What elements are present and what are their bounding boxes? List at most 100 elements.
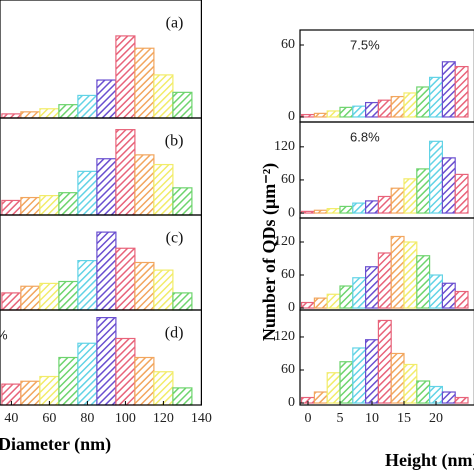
bar [352, 277, 367, 309]
bar [153, 269, 174, 311]
bar [377, 252, 392, 309]
bar [454, 396, 469, 404]
bar [96, 317, 117, 406]
bar [313, 112, 328, 118]
y-tick-label: 60 [281, 362, 295, 377]
bar [429, 385, 444, 404]
bar [172, 292, 193, 311]
bar [326, 208, 341, 214]
bar [301, 301, 316, 309]
bar [153, 163, 174, 216]
bar [390, 352, 405, 404]
bar [326, 293, 341, 309]
panel-label: (c) [166, 230, 184, 247]
bar [115, 337, 136, 406]
bar [172, 91, 193, 119]
bar [134, 47, 155, 119]
bar [377, 99, 392, 118]
bar [96, 79, 117, 119]
x-tick-label: 0 [305, 411, 312, 426]
bar [403, 178, 418, 214]
bar [454, 290, 469, 309]
y-axis-label: Number of QDs (μm⁻²) [259, 163, 280, 341]
x-tick-label: 10 [365, 411, 379, 426]
bar [77, 170, 98, 216]
annotation: 6.8% [350, 129, 380, 144]
y-tick-label: 60 [281, 37, 295, 52]
bar [313, 297, 328, 309]
bar [153, 371, 174, 406]
y-tick-label: 60 [281, 172, 295, 187]
bar [365, 339, 380, 404]
bar [77, 260, 98, 311]
y-tick-label: 120 [274, 234, 295, 249]
bar [326, 110, 341, 118]
bar [58, 280, 79, 311]
bar [441, 61, 456, 118]
bar [339, 361, 354, 404]
bar [96, 158, 117, 216]
bar [39, 282, 60, 311]
bar [365, 200, 380, 214]
bar [454, 65, 469, 118]
bar [115, 129, 136, 216]
x-tick-label: 5 [337, 411, 344, 426]
bar [416, 255, 431, 309]
y-tick-label: 120 [274, 329, 295, 344]
bar [134, 261, 155, 311]
y-tick-label: 0 [288, 109, 295, 124]
y-tick-label: 120 [274, 139, 295, 154]
bar [39, 375, 60, 406]
annotation: % [0, 327, 8, 342]
bar [1, 113, 22, 119]
bar [416, 86, 431, 118]
x-axis-label: Height (nm) [385, 450, 474, 471]
x-tick-label: 80 [80, 411, 94, 426]
bar [77, 342, 98, 406]
bar [403, 363, 418, 404]
bar [172, 187, 193, 216]
bar [313, 391, 328, 404]
bar [339, 205, 354, 214]
bar [390, 95, 405, 118]
bar [313, 209, 328, 214]
panel-label: (a) [166, 15, 184, 32]
bar [58, 192, 79, 216]
bar [326, 372, 341, 404]
x-tick-label: 15 [397, 411, 411, 426]
bar [416, 380, 431, 404]
bar [58, 356, 79, 406]
bar [441, 157, 456, 214]
bar [39, 108, 60, 119]
bar [429, 274, 444, 309]
bar [403, 241, 418, 309]
x-tick-label: 100 [115, 411, 136, 426]
bar [115, 35, 136, 119]
bar [416, 168, 431, 214]
bar [377, 319, 392, 404]
bar [365, 101, 380, 118]
bar [403, 92, 418, 118]
bar [153, 74, 174, 119]
frame [0, 309, 202, 406]
panel-label: (d) [165, 325, 184, 342]
x-tick-label: 60 [42, 411, 56, 426]
y-tick-label: 0 [288, 205, 295, 220]
y-tick-label: 0 [288, 300, 295, 315]
x-tick-label: 40 [4, 411, 18, 426]
bar [441, 391, 456, 404]
bar [77, 94, 98, 119]
bar [20, 285, 41, 311]
bar [429, 140, 444, 214]
x-axis-label: Diameter (nm) [0, 434, 111, 455]
bar [390, 187, 405, 214]
bar [339, 106, 354, 118]
bar [134, 356, 155, 406]
x-tick-label: 20 [429, 411, 443, 426]
y-tick-label: 60 [281, 267, 295, 282]
bar [454, 173, 469, 214]
bar [1, 199, 22, 216]
bar [96, 231, 117, 311]
bar [58, 104, 79, 119]
